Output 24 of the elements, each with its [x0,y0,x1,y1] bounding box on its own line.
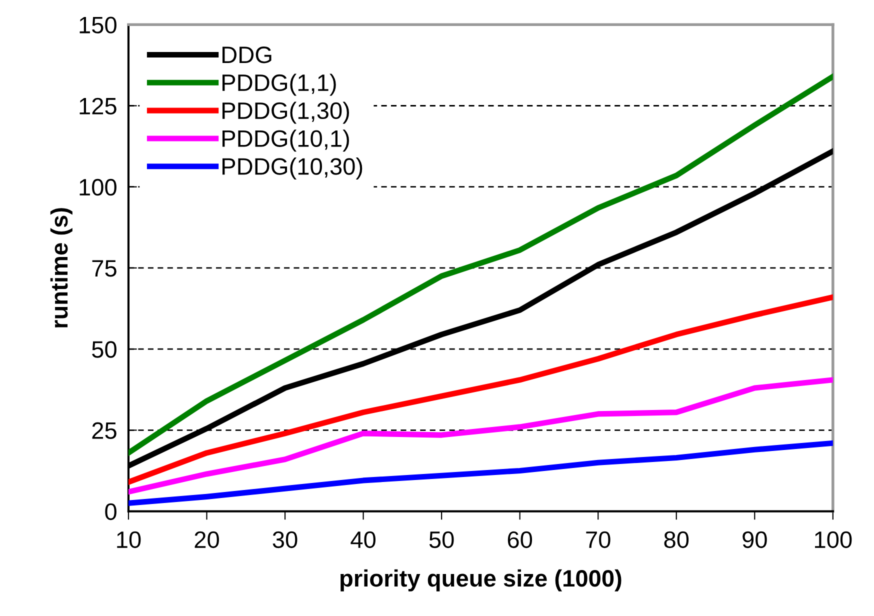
x-tick-label: 20 [194,531,219,548]
x-tick-label: 40 [350,531,376,548]
x-tick-label: 70 [586,531,610,548]
x-axis-title: priority queue size (1000) [340,569,622,592]
y-tick-label: 125 [80,98,116,115]
y-tick-label: 50 [92,341,116,358]
x-tick-label: 50 [429,531,454,548]
y-tick-label: 0 [105,503,116,520]
y-axis-title: runtime (s) [50,208,72,328]
x-tick-label: 60 [508,531,532,548]
x-tick-label: 10 [117,531,141,548]
x-tick-label: 100 [815,531,852,548]
x-tick-label: 90 [742,531,767,548]
legend-label: PDDG(10,1) [222,130,349,152]
legend-label: DDG [222,46,272,64]
x-tick-label: 80 [664,531,689,548]
legend-label: PDDG(1,30) [222,102,349,124]
y-tick-label: 100 [80,178,116,196]
x-tick-label: 30 [272,531,298,548]
y-tick-label: 25 [92,422,116,439]
y-tick-label: 150 [80,16,116,34]
legend-label: PDDG(1,1) [222,74,336,96]
legend-label: PDDG(10,30) [222,158,362,180]
y-tick-label: 75 [92,260,116,277]
